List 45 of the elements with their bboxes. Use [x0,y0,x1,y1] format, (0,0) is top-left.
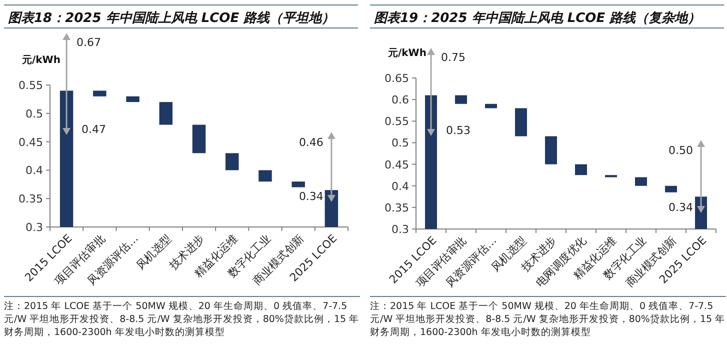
y-tick-label: 0.4 [26,164,43,178]
y-tick-label: 0.35 [18,192,43,206]
bar [635,177,647,186]
bar [60,90,74,227]
bar [425,95,437,229]
bar [324,190,338,227]
bar [455,95,467,104]
y-tick-label: 0.45 [384,158,409,172]
y-tick-label: 0.55 [384,115,409,128]
text: 0.67 [76,36,102,49]
y-tick-label: 0.5 [392,136,409,150]
bar [159,102,173,125]
y-tick-label: 0.6 [392,94,409,107]
annotation: 0.34 [298,190,324,203]
bar [485,104,497,108]
annotation: 0.47 [82,123,106,136]
bar [192,124,206,154]
y-tick-label: 0.5 [26,107,43,120]
y-tick-label: 0.65 [384,72,409,85]
bar [665,186,677,192]
annotation: 0.46 [298,136,324,149]
annotation: 0.34 [668,201,693,214]
bar [258,170,272,182]
annotation: 0.53 [446,124,470,137]
chart-title: 图表19：2025 年中国陆上风电 LCOE 路线（复杂地） [374,11,701,26]
text: 0.75 [441,51,466,64]
text: 注：2015 年 LCOE 基于一个 50MW 规模、20 年生命周期、0 残值率、7-7.5 元/W 平坦地形开发投资、8-8.5 元/W 复杂地形开发投资，80%贷款比例，15 年财务周期，1600-2300h 年发电小时数的测算模型 [4,296,360,339]
y-tick-label: 0.55 [18,79,43,92]
bar [575,164,587,176]
y-tick-label: 0.3 [26,221,43,234]
y-axis-title: 元/kWh [21,54,60,66]
bar [225,153,239,170]
annotation: 0.50 [668,144,693,157]
y-tick-label: 0.4 [392,180,409,193]
y-axis-title: 元/kWh [387,47,426,59]
bar [292,182,305,188]
y-tick-label: 0.35 [384,201,409,214]
bar [515,108,527,136]
y-tick-label: 0.45 [18,136,43,149]
bar [126,96,140,102]
bar [93,90,106,96]
bar [545,136,557,164]
chart-title: 图表18：2025 年中国陆上风电 LCOE 路线（平坦地） [8,11,335,26]
text: 注：2015 年 LCOE 基于一个 50MW 规模、20 年生命周期、0 残值率、7-7.5 元/W 平坦地形开发投资、8-8.5 元/W 复杂地形开发投资，80%贷款比例，15 年财务周期，1600-2300h 年发电小时数的测算模型 [370,296,726,339]
y-tick-label: 0.3 [392,223,409,236]
